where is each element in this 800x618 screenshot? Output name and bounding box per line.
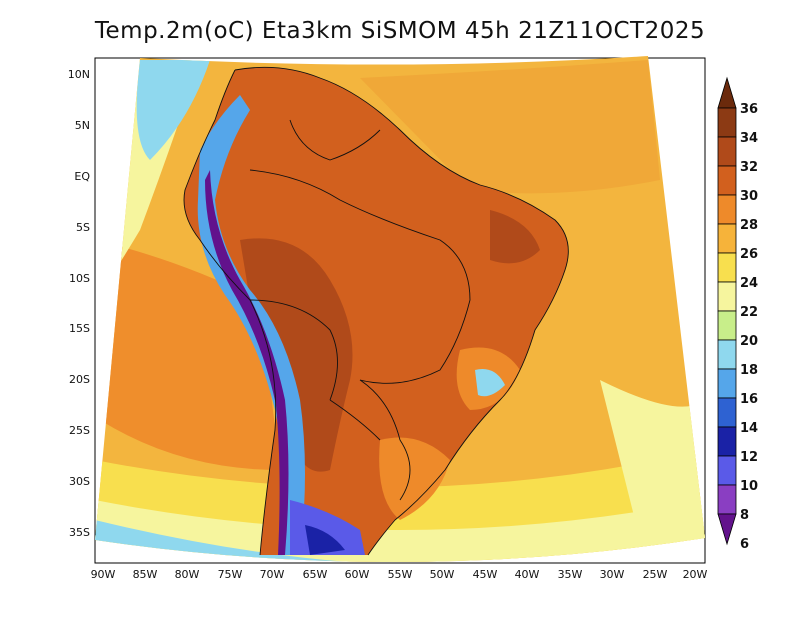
latitude-labels: 10N 5N EQ 5S 10S 15S 20S 25S 30S 35S [68,68,91,539]
lat-label: 30S [69,475,90,488]
colorbar-label: 22 [740,305,758,320]
map-title: Temp.2m(oC) Eta3km SiSMOM 45h 21Z11OCT20… [94,18,706,44]
colorbar-label: 26 [740,247,758,262]
lat-label: 10N [68,68,90,81]
colorbar-segment [717,107,737,138]
colorbar-segment [717,223,737,254]
colorbar-label: 16 [740,392,758,407]
colorbar-label: 24 [740,276,758,291]
southeast-highlands-cool [475,369,505,397]
lon-label: 75W [218,568,243,581]
andes-coldest-band [205,170,289,555]
lon-label: 35W [558,568,583,581]
lat-label: 25S [69,424,90,437]
colorbar-label: 10 [740,479,758,494]
colorbar-label: 32 [740,160,758,175]
lon-label: 90W [91,568,116,581]
colorbar-label: 20 [740,334,758,349]
colorbar-segment [717,252,737,283]
colorbar-segment [717,194,737,225]
pacific-coastline [183,69,277,556]
lon-label: 65W [303,568,328,581]
atlantic-coastline [234,66,569,556]
colorbar-bottom-arrow [717,513,737,546]
colorbar-segment [717,339,737,370]
colorbar-label: 28 [740,218,758,233]
colorbar-label: 18 [740,363,758,378]
lon-label: 20W [683,568,708,581]
colorbar-segment [717,397,737,428]
lon-label: 25W [643,568,668,581]
colorbar-segment [717,310,737,341]
patagonia-coldest [305,525,345,555]
lon-label: 45W [473,568,498,581]
colorbar-label: 6 [740,537,749,552]
lon-label: 80W [175,568,200,581]
colorbar-label: 14 [740,421,758,436]
lat-label: 10S [69,272,90,285]
lon-label: 70W [260,568,285,581]
atlantic-warm-band [360,60,660,194]
colorbar-segment [717,455,737,486]
lat-label: 35S [69,526,90,539]
brazil-west-border [249,169,471,384]
colorbar-segment [717,368,737,399]
colorbar-label: 8 [740,508,749,523]
longitude-labels: 90W 85W 80W 75W 70W 65W 60W 55W 50W 45W … [91,568,708,581]
lon-label: 85W [133,568,158,581]
colorbar-label: 30 [740,189,758,204]
colorbar-label: 12 [740,450,758,465]
east-lightyellow-band [600,380,705,540]
colorbar-segment [717,136,737,167]
lat-label: 15S [69,322,90,335]
pacific-northwest-blue [136,60,210,160]
colorbar-top-arrow [717,76,737,109]
colorbar-label: 36 [740,102,758,117]
colorbar-segment [717,281,737,312]
colorbar-segment [717,426,737,457]
colorbar-label: 34 [740,131,758,146]
chaco-hot-region [240,238,353,472]
lon-label: 55W [388,568,413,581]
bolivia-border [249,299,338,401]
lon-label: 30W [600,568,625,581]
brazil-south-border [359,379,411,501]
temperature-field [95,56,705,563]
lat-label: EQ [74,170,90,183]
northeast-hot-spot [490,210,540,264]
lat-label: 5N [75,119,90,132]
lon-label: 60W [345,568,370,581]
lon-label: 50W [430,568,455,581]
colorbar: 36 34 32 30 28 26 24 22 20 18 16 14 12 10 8 6 [717,76,758,552]
lon-label: 40W [515,568,540,581]
colorbar-segment [717,484,737,515]
lat-label: 5S [76,221,90,234]
borders [183,66,569,556]
paraguay-border [329,399,381,441]
north-borders [289,119,381,161]
south-brazil-cooler [379,437,450,520]
colorbar-segment [717,165,737,196]
lat-label: 20S [69,373,90,386]
